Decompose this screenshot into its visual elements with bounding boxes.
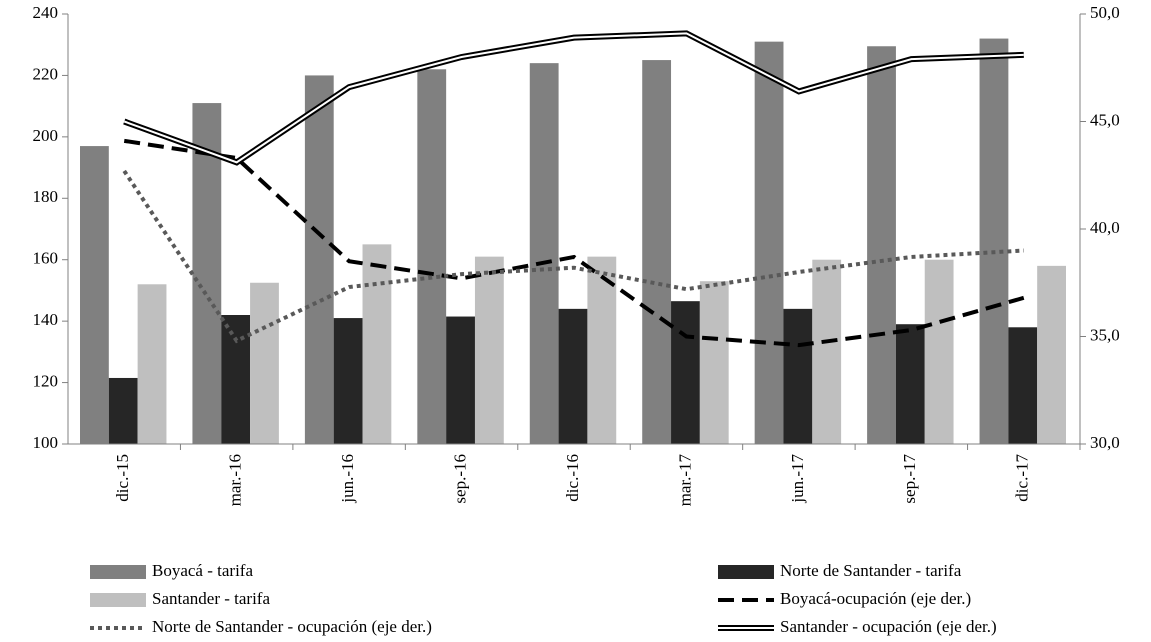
bar xyxy=(304,75,334,444)
bar xyxy=(137,284,167,444)
x-tick-label: mar.-17 xyxy=(675,454,694,507)
x-tick-label: sep.-16 xyxy=(450,454,469,504)
bar xyxy=(979,38,1009,444)
y-tick-label: 160 xyxy=(33,249,59,268)
y-tick-label: 100 xyxy=(33,433,59,452)
y-tick-label: 220 xyxy=(33,64,59,83)
legend-label: Norte de Santander - ocupación (eje der.… xyxy=(152,617,432,636)
y-tick-label: 240 xyxy=(33,3,59,22)
bar xyxy=(1037,265,1066,444)
line-inner xyxy=(123,32,1024,164)
bar xyxy=(642,60,672,444)
y-tick-label: 200 xyxy=(33,126,59,145)
bar xyxy=(754,41,784,445)
line xyxy=(122,169,1024,344)
x-tick-label: sep.-17 xyxy=(900,454,919,504)
bar xyxy=(362,244,392,444)
line xyxy=(123,138,1025,348)
y-tick-label: 180 xyxy=(33,187,59,206)
legend-swatch xyxy=(718,565,774,579)
x-tick-label: mar.-16 xyxy=(226,454,245,506)
x-tick-label: dic.-17 xyxy=(1013,454,1032,502)
legend-swatch xyxy=(90,593,146,607)
y2-tick-label: 30,0 xyxy=(1090,433,1120,452)
bar xyxy=(446,316,475,444)
bar xyxy=(924,259,954,444)
legend-label: Boyacá-ocupación (eje der.) xyxy=(780,589,971,608)
y2-tick-label: 35,0 xyxy=(1090,325,1120,344)
bar xyxy=(529,63,559,445)
bar xyxy=(895,324,925,444)
bar xyxy=(80,146,109,445)
x-tick-label: jun.-17 xyxy=(788,454,807,504)
bar xyxy=(192,103,222,445)
x-tick-label: dic.-15 xyxy=(113,454,132,502)
bar xyxy=(671,301,700,444)
bar xyxy=(417,69,447,445)
legend-label: Santander - tarifa xyxy=(152,589,270,608)
bar xyxy=(812,259,842,444)
bar xyxy=(867,46,896,444)
legend-label: Boyacá - tarifa xyxy=(152,561,253,580)
y-tick-label: 120 xyxy=(33,371,59,390)
x-tick-label: jun.-16 xyxy=(338,454,357,504)
bar xyxy=(221,315,251,444)
bar xyxy=(783,308,813,444)
legend-swatch xyxy=(90,565,146,579)
bar xyxy=(558,308,588,444)
y2-tick-label: 40,0 xyxy=(1090,218,1120,237)
y2-tick-label: 45,0 xyxy=(1090,110,1120,129)
bar xyxy=(108,377,138,444)
bar xyxy=(333,318,363,444)
legend-label: Santander - ocupación (eje der.) xyxy=(780,617,997,636)
bar xyxy=(587,256,617,444)
legend-label: Norte de Santander - tarifa xyxy=(780,561,962,580)
y-tick-label: 140 xyxy=(33,310,59,329)
x-tick-label: dic.-16 xyxy=(563,454,582,502)
bar xyxy=(474,256,504,444)
y2-tick-label: 50,0 xyxy=(1090,3,1120,22)
bar xyxy=(1008,327,1038,444)
bar xyxy=(699,281,729,444)
bar xyxy=(250,282,279,444)
